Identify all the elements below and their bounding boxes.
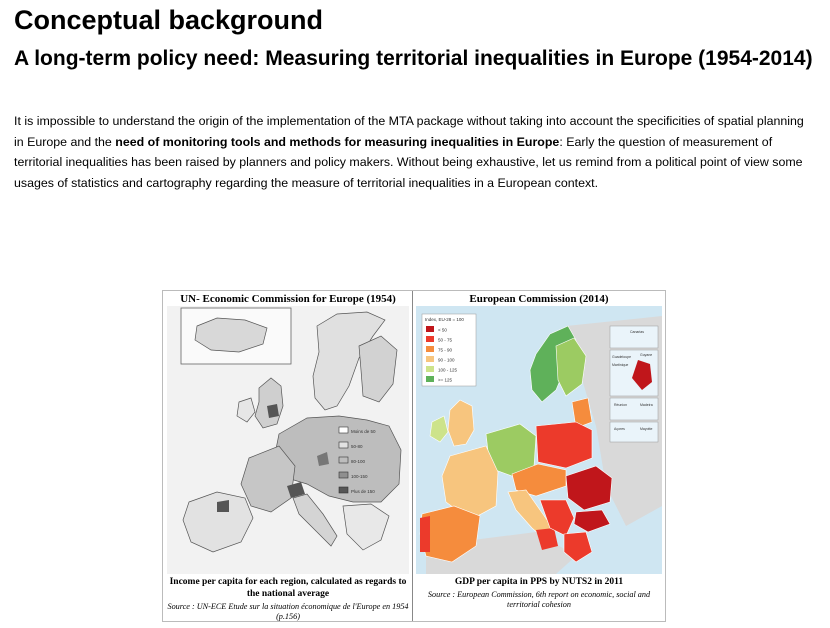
legend-swatch: [426, 376, 434, 382]
map-1954-dark-patch: [267, 404, 279, 418]
legend-swatch: [426, 346, 434, 352]
figure-panel-1954: UN- Economic Commission for Europe (1954…: [163, 291, 413, 621]
paragraph-text-2: : Early the question of measurement of t…: [14, 134, 803, 190]
legend-label: 50-80: [351, 444, 363, 449]
legend-label: >= 125: [438, 378, 453, 383]
legend-label: Moins de 50: [351, 429, 376, 434]
legend-label: 75 - 90: [438, 348, 453, 353]
comparison-figure: UN- Economic Commission for Europe (1954…: [162, 290, 666, 622]
legend-label: 80-100: [351, 459, 366, 464]
legend-swatch: [338, 456, 349, 464]
figure-divider: [412, 291, 413, 621]
legend-label: 50 - 75: [438, 338, 453, 343]
inset-label: Açores: [614, 427, 625, 431]
panel-title-2014: European Commission (2014): [469, 293, 609, 305]
map-2014-portugal: [420, 516, 430, 552]
legend-label: Plus de 150: [351, 489, 375, 494]
legend-swatch: [338, 486, 349, 494]
inset-label: Madeira: [640, 403, 653, 407]
map-1954-dark-patch: [217, 500, 229, 512]
map-2014-france: [441, 445, 499, 521]
source-1954: Source : UN-ECE Etude sur la situation é…: [167, 602, 409, 621]
map-2014-central-east: [511, 463, 567, 497]
legend-swatch: [426, 336, 434, 342]
map-2014-ireland: [429, 415, 449, 443]
inset-label: Mayotte: [640, 427, 653, 431]
inset-label: Martinique: [612, 363, 628, 367]
map-1954-france: [240, 445, 296, 513]
paragraph-text-1: It is impossible to understand the origi…: [14, 114, 804, 149]
legend-title: Index, EU-28 = 100: [425, 317, 464, 322]
map-2014-poland: [535, 421, 593, 469]
map-1954-scandinavia: [312, 311, 386, 411]
legend-label: 100 - 125: [438, 368, 458, 373]
legend-swatch: [426, 356, 434, 362]
map-2014-finland: [555, 337, 587, 397]
map-2014-romania: [565, 465, 613, 511]
figure-panel-2014: European Commission (2014) Index, EU-28 …: [414, 291, 664, 621]
map-2014-balkans: [539, 499, 575, 537]
map-1954-dark-patch: [287, 482, 305, 498]
map-2014-greece: [563, 531, 593, 563]
legend-swatch: [338, 426, 349, 434]
map-1954-italy: [292, 493, 338, 547]
map-1954-finland: [358, 335, 398, 403]
inset-label: Réunion: [614, 403, 627, 407]
inset-label: Canarias: [630, 330, 644, 334]
caption-2014: GDP per capita in PPS by NUTS2 in 2011: [454, 577, 624, 587]
page-title: Conceptual background: [14, 5, 324, 35]
caption-1954: Income per capita for each region, calcu…: [169, 577, 407, 599]
legend-swatch: [426, 366, 434, 372]
legend-swatch: [338, 471, 349, 479]
map-2014-bulgaria: [573, 509, 611, 533]
map-2014-insets: Canarias Guadeloupe Martinique Guyane Ré…: [609, 325, 659, 443]
legend-swatch: [338, 441, 349, 449]
source-2014: Source : European Commission, 6th report…: [427, 590, 651, 609]
inset-label: Guadeloupe: [612, 355, 631, 359]
legend-label: < 50: [438, 328, 447, 333]
map-1954-balkans: [342, 503, 390, 551]
map-1954: Moins de 50 50-80 80-100 100-150 Plus de…: [167, 306, 409, 574]
paragraph-bold-text: need of monitoring tools and methods for…: [115, 134, 560, 149]
map-2014-baltics: [571, 397, 593, 429]
map-2014: Index, EU-28 = 100 < 50 50 - 75 75 - 90 …: [416, 306, 662, 574]
section-heading: A long-term policy need: Measuring terri…: [14, 47, 813, 70]
panel-title-1954: UN- Economic Commission for Europe (1954…: [180, 293, 396, 305]
map-1954-iceland: [194, 317, 268, 353]
map-1954-iberia: [182, 491, 254, 553]
legend-label: 90 - 100: [438, 358, 455, 363]
map-2014-britain: [447, 399, 475, 447]
map-2014-legend: Index, EU-28 = 100 < 50 50 - 75 75 - 90 …: [421, 313, 477, 387]
map-1954-dark-patch: [317, 452, 329, 466]
legend-label: 100-150: [351, 474, 368, 479]
inset-label: Guyane: [640, 353, 652, 357]
inset-guyane: [632, 360, 652, 390]
legend-swatch: [426, 326, 434, 332]
intro-paragraph: It is impossible to understand the origi…: [14, 111, 814, 193]
map-1954-legend: Moins de 50 50-80 80-100 100-150 Plus de…: [338, 426, 376, 494]
map-1954-ireland: [236, 397, 256, 423]
map-2014-south-italy: [536, 528, 558, 550]
